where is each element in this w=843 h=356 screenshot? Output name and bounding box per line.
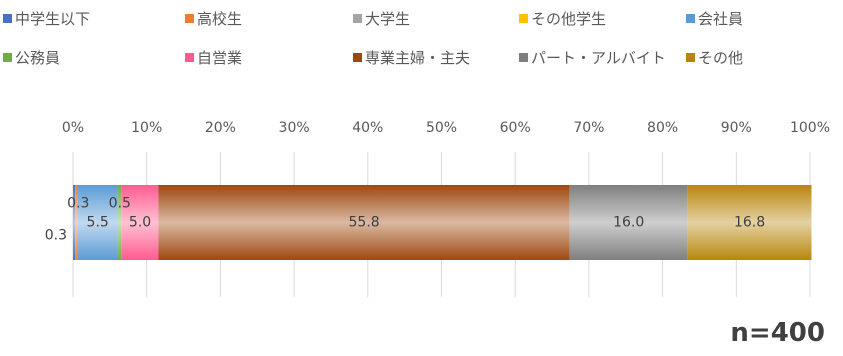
data-label: 0.5 <box>109 196 131 212</box>
data-label: 5.0 <box>129 215 151 231</box>
legend-swatch <box>185 14 194 23</box>
legend-swatch <box>519 53 528 62</box>
x-tick-label: 100% <box>790 120 830 136</box>
legend-item: 大学生 <box>353 8 410 29</box>
bar-segment <box>687 185 812 260</box>
legend-swatch <box>686 53 695 62</box>
x-tick-label: 50% <box>426 120 457 136</box>
legend-item: パート・アルバイト <box>519 47 666 68</box>
legend-label: パート・アルバイト <box>531 49 666 67</box>
legend-label: 会社員 <box>698 10 744 28</box>
bar-segment <box>77 185 118 260</box>
legend: 中学生以下 高校生 大学生 その他学生 会社員公務員 自営業 専業主婦・主夫 パート・アルバイ… <box>0 0 843 80</box>
legend-label: 公務員 <box>15 49 61 67</box>
legend-label: 高校生 <box>197 10 243 28</box>
x-tick-label: 10% <box>131 120 162 136</box>
x-tick-label: 40% <box>352 120 383 136</box>
bar-segment <box>121 185 159 260</box>
legend-item: 高校生 <box>185 8 242 29</box>
x-tick-label: 0% <box>62 120 84 136</box>
x-tick-label: 30% <box>279 120 310 136</box>
legend-item: 中学生以下 <box>3 8 90 29</box>
x-tick-label: 20% <box>205 120 236 136</box>
legend-swatch <box>686 14 695 23</box>
legend-label: 専業主婦・主夫 <box>365 49 471 67</box>
x-tick-label: 70% <box>573 120 604 136</box>
legend-label: 中学生以下 <box>15 10 91 28</box>
data-label: 0.3 <box>45 228 67 244</box>
data-label: 55.8 <box>349 215 380 231</box>
bar-segment <box>73 185 76 260</box>
data-label: 0.3 <box>67 196 89 212</box>
legend-item: その他学生 <box>519 8 606 29</box>
legend-item: 会社員 <box>686 8 743 29</box>
legend-label: その他 <box>698 49 744 67</box>
x-tick-label: 90% <box>721 120 752 136</box>
legend-swatch <box>3 53 12 62</box>
bar-segment <box>75 185 78 260</box>
legend-swatch <box>519 14 528 23</box>
legend-label: その他学生 <box>531 10 607 28</box>
x-tick-label: 80% <box>647 120 678 136</box>
x-tick-label: 60% <box>500 120 531 136</box>
data-label: 5.5 <box>87 215 109 231</box>
legend-item: 公務員 <box>3 47 60 68</box>
legend-swatch <box>185 53 194 62</box>
legend-swatch <box>3 14 12 23</box>
legend-swatch <box>353 53 362 62</box>
legend-item: 専業主婦・主夫 <box>353 47 470 68</box>
legend-item: 自営業 <box>185 47 242 68</box>
bar-segment <box>158 185 570 260</box>
bar-segment <box>117 185 122 260</box>
sample-size-label: n=400 <box>730 318 825 348</box>
legend-label: 自営業 <box>197 49 243 67</box>
legend-swatch <box>353 14 362 23</box>
data-label: 16.0 <box>613 215 644 231</box>
legend-label: 大学生 <box>365 10 411 28</box>
legend-item: その他 <box>686 47 743 68</box>
bar-segment <box>569 185 688 260</box>
data-label: 16.8 <box>734 215 765 231</box>
